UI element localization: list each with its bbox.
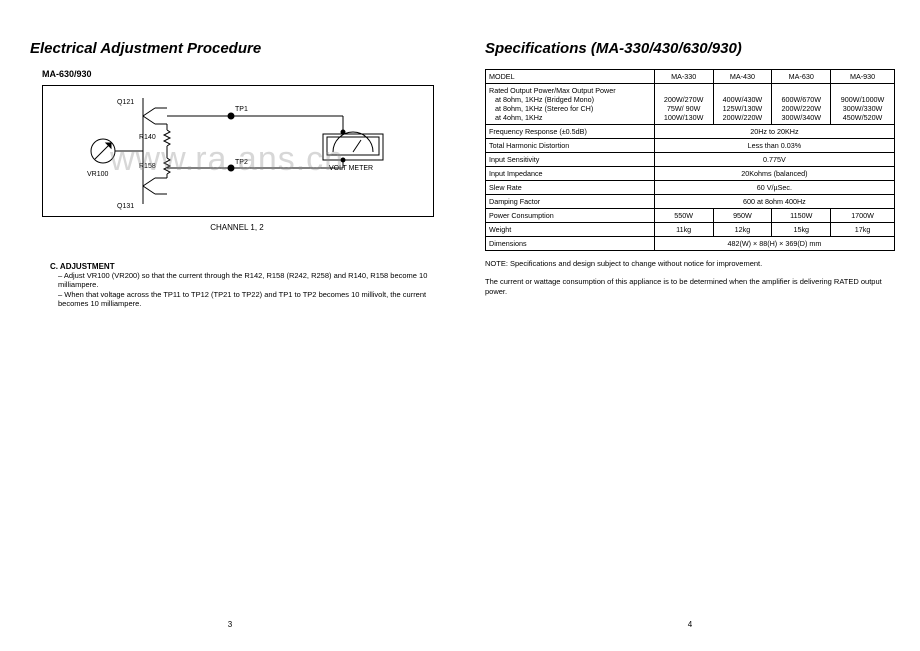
table-cell: 11kg	[654, 223, 713, 237]
table-row-label: Input Impedance	[486, 167, 655, 181]
table-cell: 60 V/µSec.	[654, 181, 894, 195]
table-cell: 600W/670W200W/220W300W/340W	[772, 84, 831, 125]
table-cell: 12kg	[713, 223, 772, 237]
adjustment-heading: C. ADJUSTMENT	[50, 262, 440, 271]
table-cell: 20Hz to 20KHz	[654, 125, 894, 139]
table-header-col: MA-330	[654, 70, 713, 84]
label-r140: R140	[139, 134, 156, 141]
left-page: Electrical Adjustment Procedure MA-630/9…	[0, 0, 460, 651]
table-header-col: MA-430	[713, 70, 772, 84]
model-label: MA-630/930	[42, 69, 440, 79]
table-row-label: Weight	[486, 223, 655, 237]
adjustment-line2: – When that voltage across the TP11 to T…	[58, 290, 440, 309]
table-row-label: Slew Rate	[486, 181, 655, 195]
label-r158: R158	[139, 163, 156, 170]
label-q121: Q121	[117, 99, 134, 106]
table-cell: 15kg	[772, 223, 831, 237]
table-cell: 0.775V	[654, 153, 894, 167]
table-row-label: Damping Factor	[486, 195, 655, 209]
circuit-diagram: Q121 Q131 R140 R158 VR100 TP1 TP2 VOLT M…	[42, 85, 434, 217]
table-header-col: MA-630	[772, 70, 831, 84]
table-header-col: MA-930	[831, 70, 895, 84]
table-cell: 400W/430W125W/130W200W/220W	[713, 84, 772, 125]
diagram-caption: CHANNEL 1, 2	[42, 223, 432, 232]
table-row-label: Input Sensitivity	[486, 153, 655, 167]
table-row-label: Frequency Response (±0.5dB)	[486, 125, 655, 139]
label-tp2: TP2	[235, 159, 248, 166]
table-cell: 550W	[654, 209, 713, 223]
table-cell: Less than 0.03%	[654, 139, 894, 153]
label-q131: Q131	[117, 203, 134, 210]
label-tp1: TP1	[235, 106, 248, 113]
note2: The current or wattage consumption of th…	[485, 277, 895, 297]
table-cell: 1700W	[831, 209, 895, 223]
left-title: Electrical Adjustment Procedure	[30, 40, 440, 57]
table-cell: 20Kohms (balanced)	[654, 167, 894, 181]
table-row-label: Rated Output Power/Max Output Power at 8…	[486, 84, 655, 125]
table-row-label: Total Harmonic Distortion	[486, 139, 655, 153]
table-cell: 200W/270W75W/ 90W100W/130W	[654, 84, 713, 125]
right-pagenum: 4	[460, 620, 920, 629]
table-header-model: MODEL	[486, 70, 655, 84]
table-cell: 17kg	[831, 223, 895, 237]
left-pagenum: 3	[0, 620, 460, 629]
note1: NOTE: Specifications and design subject …	[485, 259, 895, 269]
right-page: Specifications (MA-330/430/630/930) MODE…	[460, 0, 920, 651]
table-row-label: Power Consumption	[486, 209, 655, 223]
label-vr100: VR100	[87, 171, 109, 178]
table-cell: 950W	[713, 209, 772, 223]
table-cell: 600 at 8ohm 400Hz	[654, 195, 894, 209]
spec-table: MODELMA-330MA-430MA-630MA-930 Rated Outpu…	[485, 69, 895, 251]
adjustment-line1: – Adjust VR100 (VR200) so that the curre…	[58, 271, 440, 290]
right-title: Specifications (MA-330/430/630/930)	[485, 40, 895, 57]
table-cell: 900W/1000W300W/330W450W/520W	[831, 84, 895, 125]
table-row-label: Dimensions	[486, 237, 655, 251]
table-cell: 482(W) × 88(H) × 369(D) mm	[654, 237, 894, 251]
label-voltmeter: VOLT METER	[329, 165, 373, 172]
table-cell: 1150W	[772, 209, 831, 223]
